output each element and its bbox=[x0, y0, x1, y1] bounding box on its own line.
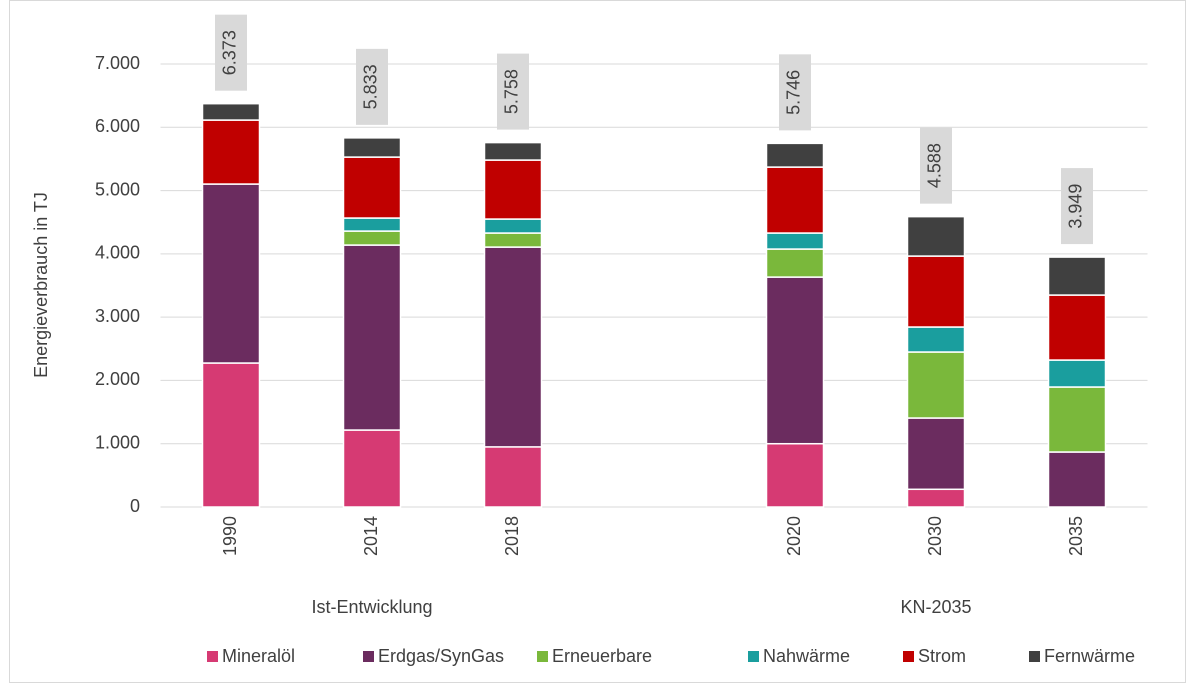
bar-segment bbox=[483, 218, 543, 234]
legend-label: Erdgas/SynGas bbox=[378, 646, 504, 666]
bar-segment bbox=[483, 446, 543, 508]
legend-swatch bbox=[903, 651, 914, 662]
bar-segment bbox=[906, 326, 966, 353]
legend-label: Mineralöl bbox=[222, 646, 295, 666]
total-label: 5.758 bbox=[502, 69, 522, 114]
y-tick-label: 2.000 bbox=[95, 369, 140, 389]
bar-segment bbox=[1047, 256, 1107, 296]
x-tick-label: 1990 bbox=[220, 516, 240, 556]
y-tick-label: 6.000 bbox=[95, 116, 140, 136]
legend-swatch bbox=[207, 651, 218, 662]
y-tick-label: 3.000 bbox=[95, 306, 140, 326]
total-label-box bbox=[779, 54, 811, 131]
total-label: 3.949 bbox=[1066, 184, 1086, 229]
bar-segment bbox=[765, 442, 825, 508]
total-label: 6.373 bbox=[220, 30, 240, 75]
bar-segment bbox=[1047, 294, 1107, 361]
total-label-box bbox=[497, 53, 529, 130]
bar-segment bbox=[1047, 451, 1107, 508]
bar-segment bbox=[342, 429, 402, 508]
legend-label: Fernwärme bbox=[1044, 646, 1135, 666]
bar-segment bbox=[765, 248, 825, 278]
total-label: 5.746 bbox=[784, 70, 804, 115]
bar-segment bbox=[906, 488, 966, 508]
group-label: Ist-Entwicklung bbox=[311, 597, 432, 617]
bar-segment bbox=[201, 362, 261, 508]
y-tick-label: 5.000 bbox=[95, 179, 140, 199]
total-label-box bbox=[1061, 168, 1093, 245]
total-label-box bbox=[215, 14, 247, 91]
bar-segment bbox=[342, 244, 402, 431]
legend-swatch bbox=[1029, 651, 1040, 662]
y-tick-label: 7.000 bbox=[95, 53, 140, 73]
bar-segment bbox=[483, 141, 543, 161]
bar-segment bbox=[765, 232, 825, 250]
bar-segment bbox=[201, 183, 261, 364]
total-label: 5.833 bbox=[361, 64, 381, 109]
legend-swatch bbox=[363, 651, 374, 662]
bar-segment bbox=[483, 246, 543, 448]
y-tick-label: 4.000 bbox=[95, 243, 140, 263]
bar-segment bbox=[201, 102, 261, 121]
bar-segment bbox=[342, 217, 402, 232]
x-tick-label: 2014 bbox=[361, 516, 381, 556]
bar-segment bbox=[483, 159, 543, 220]
bar-segment bbox=[765, 142, 825, 168]
total-label-box bbox=[920, 127, 952, 204]
legend-swatch bbox=[748, 651, 759, 662]
y-tick-label: 0 bbox=[130, 496, 140, 516]
bar-segment bbox=[906, 255, 966, 328]
bar-segment bbox=[906, 417, 966, 491]
bar-segment bbox=[906, 215, 966, 257]
bar-segment bbox=[765, 166, 825, 234]
legend-label: Erneuerbare bbox=[552, 646, 652, 666]
bar-segment bbox=[1047, 386, 1107, 453]
legend-label: Strom bbox=[918, 646, 966, 666]
x-tick-label: 2020 bbox=[784, 516, 804, 556]
legend-label: Nahwärme bbox=[763, 646, 850, 666]
total-label-box bbox=[356, 48, 388, 125]
bar-segment bbox=[342, 230, 402, 246]
bar-segment bbox=[342, 156, 402, 219]
y-tick-label: 1.000 bbox=[95, 432, 140, 452]
legend-swatch bbox=[537, 651, 548, 662]
bar-segment bbox=[765, 276, 825, 445]
y-axis-label: Energieverbrauch in TJ bbox=[31, 192, 51, 378]
bar-segment bbox=[1047, 359, 1107, 388]
total-label: 4.588 bbox=[925, 143, 945, 188]
bar-segment bbox=[342, 137, 402, 158]
bar-segment bbox=[906, 351, 966, 419]
x-tick-label: 2030 bbox=[925, 516, 945, 556]
x-tick-label: 2035 bbox=[1066, 516, 1086, 556]
x-tick-label: 2018 bbox=[502, 516, 522, 556]
chart-frame bbox=[9, 0, 1186, 683]
bar-segment bbox=[201, 119, 261, 185]
group-label: KN-2035 bbox=[900, 597, 971, 617]
bar-segment bbox=[483, 232, 543, 248]
